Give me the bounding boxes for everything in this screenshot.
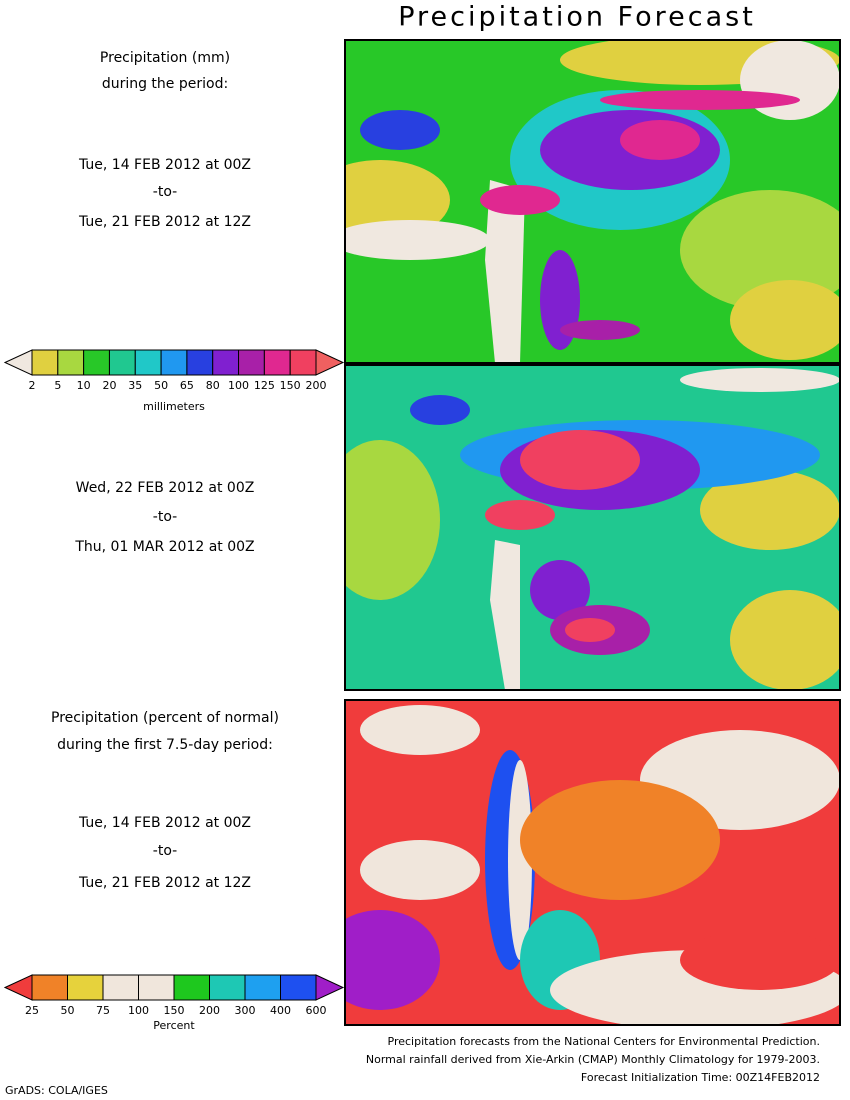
period-start: Wed, 22 FEB 2012 at 00Z <box>76 480 255 496</box>
legend-swatch <box>289 349 317 376</box>
legend-swatch <box>134 349 162 376</box>
legend-swatch <box>263 349 291 376</box>
period-separator: -to- <box>153 509 177 525</box>
legend-swatch <box>108 349 136 376</box>
legend-swatch <box>173 974 210 1001</box>
map-frame <box>344 364 841 691</box>
legend-label: 300 <box>235 1004 256 1017</box>
period-start: Tue, 14 FEB 2012 at 00Z <box>78 157 251 173</box>
footer-line: Forecast Initialization Time: 00Z14FEB20… <box>581 1071 820 1084</box>
panel-heading: during the first 7.5-day period: <box>57 737 273 753</box>
legend-label: 65 <box>180 379 194 392</box>
legend-swatch <box>186 349 214 376</box>
legend-label: 150 <box>164 1004 185 1017</box>
legend-label: 600 <box>306 1004 327 1017</box>
legend-swatch <box>238 349 265 376</box>
period-separator: -to- <box>153 843 177 859</box>
legend-swatch <box>212 349 240 376</box>
title: Precipitation Forecast <box>398 2 756 33</box>
legend-label: 50 <box>154 379 168 392</box>
legend-swatch <box>102 974 139 1001</box>
legend-arrow <box>3 974 33 1001</box>
period-end: Thu, 01 MAR 2012 at 00Z <box>74 539 254 555</box>
legend-label: 2 <box>29 379 36 392</box>
legend-label: 125 <box>254 379 275 392</box>
legend-swatch <box>83 349 110 376</box>
legend-swatch <box>160 349 188 376</box>
legend-label: 35 <box>128 379 142 392</box>
legend-label: 10 <box>77 379 91 392</box>
period-separator: -to- <box>153 184 177 200</box>
period-end: Tue, 21 FEB 2012 at 12Z <box>78 214 251 230</box>
footer-line: Precipitation forecasts from the Nationa… <box>388 1035 821 1048</box>
map-forecast-week1 <box>345 40 840 363</box>
legend-label: 25 <box>25 1004 39 1017</box>
map-frame <box>344 699 841 1026</box>
panel-heading: during the period: <box>102 76 228 92</box>
legend-label: 50 <box>61 1004 75 1017</box>
period-end: Tue, 21 FEB 2012 at 12Z <box>78 875 251 891</box>
legend-swatch <box>31 974 68 1001</box>
legend-swatch <box>138 974 175 1001</box>
legend-swatch <box>209 974 246 1001</box>
legend-swatch <box>57 349 85 376</box>
credit: GrADS: COLA/IGES <box>5 1084 108 1097</box>
legend-label: 100 <box>128 1004 149 1017</box>
legend-label: 75 <box>96 1004 110 1017</box>
legend-swatch <box>67 974 104 1001</box>
panel-heading: Precipitation (mm) <box>100 50 230 66</box>
legend-arrow <box>315 974 345 1001</box>
legend-arrow <box>3 349 33 376</box>
legend-label: 5 <box>54 379 61 392</box>
legend-label: 80 <box>206 379 220 392</box>
legend-unit: millimeters <box>143 400 205 413</box>
legend-label: 20 <box>102 379 116 392</box>
legend-label: 150 <box>280 379 301 392</box>
period-start: Tue, 14 FEB 2012 at 00Z <box>78 815 251 831</box>
legend-unit: Percent <box>153 1019 195 1032</box>
legend-arrow <box>315 349 345 376</box>
legend-swatch <box>31 349 59 376</box>
map-percent-normal <box>345 700 840 1025</box>
legend-label: 400 <box>270 1004 291 1017</box>
legend-label: 200 <box>306 379 327 392</box>
legend-swatch <box>244 974 281 1001</box>
map-frame <box>344 39 841 364</box>
legend-swatch <box>280 974 317 1001</box>
map-forecast-week2 <box>345 365 840 690</box>
legend-label: 200 <box>199 1004 220 1017</box>
panel-heading: Precipitation (percent of normal) <box>51 710 279 726</box>
footer-line: Normal rainfall derived from Xie-Arkin (… <box>366 1053 820 1066</box>
legend-label: 100 <box>228 379 249 392</box>
